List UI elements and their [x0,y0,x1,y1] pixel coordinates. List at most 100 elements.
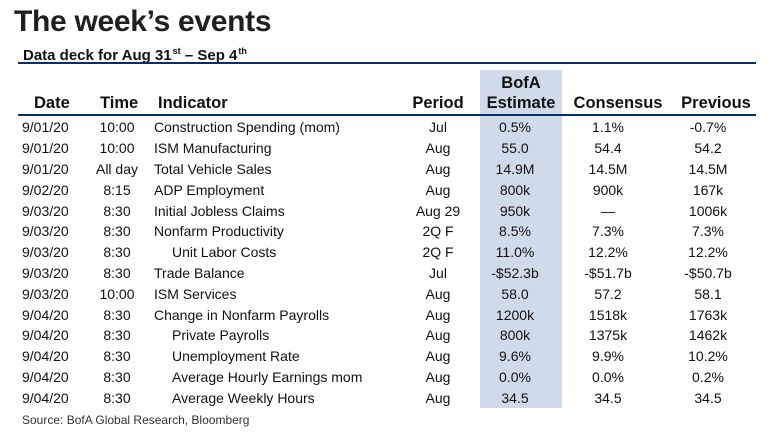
top-rule [18,62,756,64]
row-bofa-estimate: 800k [499,181,531,198]
row-date: 9/01/20 [22,160,69,177]
page-subtitle: Data deck for Aug 31st – Sep 4th [23,41,247,66]
table-row: 9/03/20 8:30 Nonfarm Productivity 2Q F 8.5% 7… [18,221,756,242]
row-consensus: 7.3% [592,223,624,240]
row-previous: 14.5M [688,160,728,177]
subtitle-superscript-2: th [238,46,247,56]
row-period: Jul [429,264,447,281]
header-indicator: Indicator [158,94,228,112]
row-consensus: — [601,202,615,219]
header-previous: Previous [681,94,751,112]
row-previous: 0.2% [692,368,724,385]
row-time: 8:30 [103,264,131,281]
row-previous: 167k [692,181,724,198]
row-consensus: 1518k [588,306,628,323]
header-time: Time [100,94,139,112]
table-row: 9/04/20 8:30 Unemployment Rate Aug 9.6% 9.9% 1… [18,346,756,367]
row-previous: 54.2 [694,140,722,157]
row-time: All day [95,160,139,177]
row-time: 10:00 [99,140,135,157]
row-date: 9/03/20 [22,264,69,281]
row-consensus: 57.2 [594,285,622,302]
row-period: Aug [425,140,451,157]
row-period: 2Q F [422,223,454,240]
row-bofa-estimate: 8.5% [499,223,531,240]
row-date: 9/03/20 [22,244,69,261]
row-indicator: ADP Employment [154,181,265,198]
table-row: 9/04/20 8:30 Average Weekly Hours Aug 34.5 34… [18,387,756,408]
row-period: Aug [425,306,451,323]
row-date: 9/03/20 [22,223,69,240]
row-consensus: 1375k [588,327,628,344]
row-bofa-estimate: 55.0 [501,140,529,157]
row-period: Jul [429,119,447,136]
row-previous: 7.3% [692,223,724,240]
table-row: 9/04/20 8:30 Average Hourly Earnings mom Au… [18,367,756,388]
row-indicator: Total Vehicle Sales [154,160,272,177]
row-previous: 1462k [688,327,728,344]
header-period: Period [412,94,464,112]
header-date: Date [34,94,70,112]
row-consensus: 0.0% [592,368,624,385]
row-time: 8:30 [103,223,131,240]
header-rule [18,114,756,116]
row-previous: 1763k [688,306,728,323]
row-period: Aug [425,368,451,385]
table-row: 9/03/20 8:30 Unit Labor Costs 2Q F 11.0% 12.2… [18,242,756,263]
row-consensus: 12.2% [588,244,628,261]
row-time: 8:30 [103,244,131,261]
row-bofa-estimate: 800k [499,327,531,344]
row-previous: -0.7% [689,119,727,136]
table-row: 9/02/20 8:15 ADP Employment Aug 800k 900k 167k [18,179,756,200]
row-time: 8:30 [103,389,131,406]
row-period: Aug [425,389,451,406]
row-previous: 1006k [688,202,728,219]
row-indicator: Average Weekly Hours [172,389,315,406]
row-bofa-estimate: 34.5 [501,389,529,406]
row-indicator: ISM Services [154,285,237,302]
row-consensus: -$51.7b [584,264,632,281]
row-date: 9/03/20 [22,285,69,302]
row-time: 10:00 [99,285,135,302]
bofa-estimate-column-shading [480,70,562,408]
row-bofa-estimate: 1200k [495,306,535,323]
row-previous: 12.2% [688,244,728,261]
row-time: 8:30 [103,202,131,219]
row-bofa-estimate: 14.9M [495,160,535,177]
table-row: 9/03/20 8:30 Trade Balance Jul -$52.3b -$51.7… [18,263,756,284]
table-row: 9/01/20 10:00 ISM Manufacturing Aug 55.0 54.4… [18,138,756,159]
subtitle-superscript-1: st [172,46,181,56]
row-time: 8:30 [103,306,131,323]
row-indicator: Trade Balance [154,264,245,281]
table-row: 9/01/20 10:00 Construction Spending (mom) J… [18,117,756,138]
row-consensus: 1.1% [592,119,624,136]
row-indicator: Construction Spending (mom) [154,119,340,136]
row-bofa-estimate: 950k [499,202,531,219]
row-consensus: 34.5 [594,389,622,406]
row-period: Aug [425,348,451,365]
row-date: 9/01/20 [22,119,69,136]
row-date: 9/02/20 [22,181,69,198]
row-indicator: Nonfarm Productivity [154,223,284,240]
row-period: Aug [425,160,451,177]
row-date: 9/04/20 [22,348,69,365]
row-indicator: Unemployment Rate [172,348,300,365]
row-indicator: Unit Labor Costs [172,244,277,261]
row-time: 8:30 [103,368,131,385]
row-period: Aug 29 [415,202,461,219]
table-row: 9/03/20 8:30 Initial Jobless Claims Aug 29 9… [18,200,756,221]
row-indicator: Initial Jobless Claims [154,202,285,219]
row-previous: 58.1 [694,285,722,302]
row-date: 9/01/20 [22,140,69,157]
subtitle-text: Data deck for Aug 31 [23,47,172,64]
row-indicator: ISM Manufacturing [154,140,272,157]
row-indicator: Private Payrolls [172,327,270,344]
row-time: 8:15 [103,181,131,198]
row-bofa-estimate: 58.0 [501,285,529,302]
row-previous: 10.2% [688,348,728,365]
row-bofa-estimate: 0.0% [499,368,531,385]
row-bofa-estimate: 9.6% [499,348,531,365]
row-consensus: 9.9% [592,348,624,365]
header-bofa-line1: BofA [501,74,541,92]
row-bofa-estimate: 0.5% [499,119,531,136]
